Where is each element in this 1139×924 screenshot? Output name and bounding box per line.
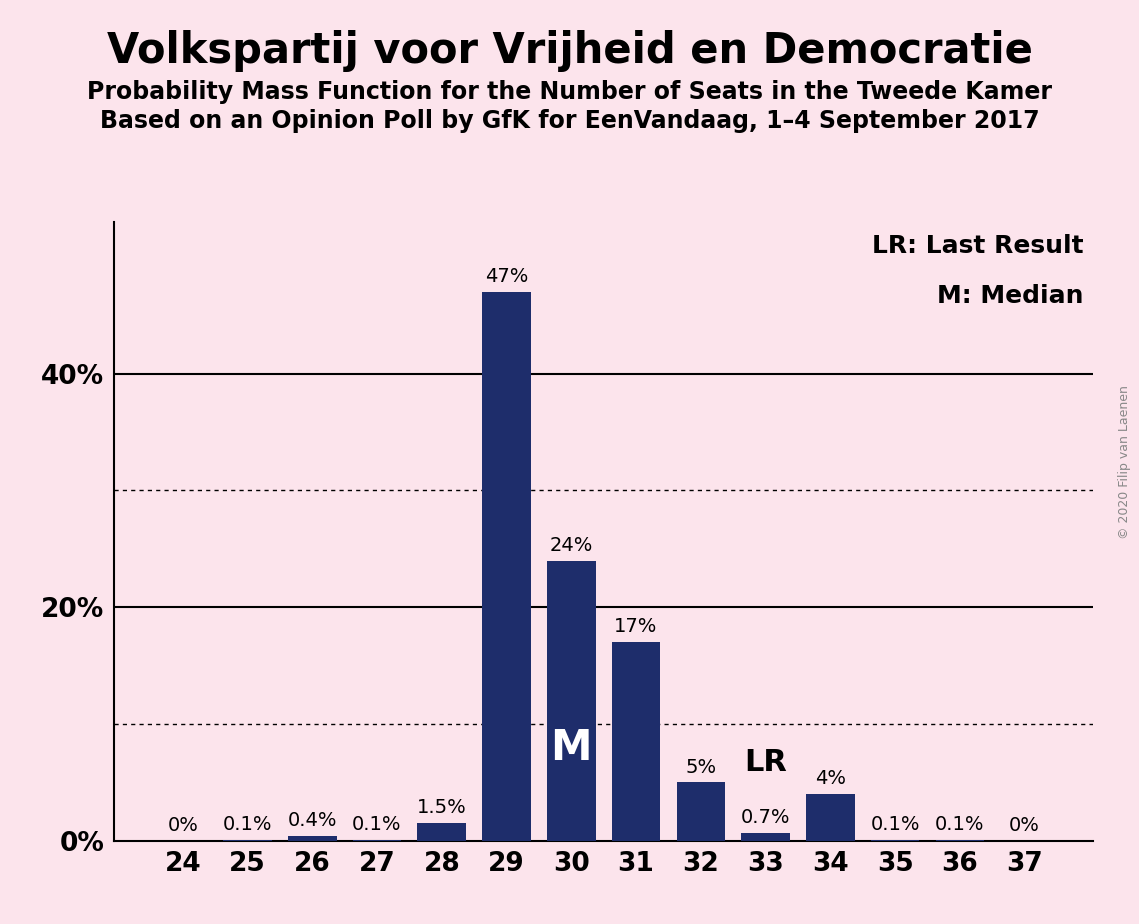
Text: M: Median: M: Median [937, 284, 1083, 308]
Text: Probability Mass Function for the Number of Seats in the Tweede Kamer: Probability Mass Function for the Number… [87, 80, 1052, 104]
Text: © 2020 Filip van Laenen: © 2020 Filip van Laenen [1118, 385, 1131, 539]
Text: 0.1%: 0.1% [223, 815, 272, 833]
Bar [741, 833, 789, 841]
Text: 0.1%: 0.1% [935, 815, 984, 833]
Bar [871, 840, 919, 841]
Text: 5%: 5% [686, 758, 716, 776]
Text: 4%: 4% [814, 770, 846, 788]
Text: 17%: 17% [614, 617, 657, 637]
Bar [353, 840, 401, 841]
Text: 0.4%: 0.4% [287, 811, 337, 831]
Bar [677, 783, 726, 841]
Text: 0%: 0% [1009, 816, 1040, 835]
Text: 0.1%: 0.1% [352, 815, 402, 833]
Text: 24%: 24% [550, 536, 593, 554]
Text: 0%: 0% [167, 816, 198, 835]
Text: M: M [550, 727, 592, 770]
Text: Volkspartij voor Vrijheid en Democratie: Volkspartij voor Vrijheid en Democratie [107, 30, 1032, 71]
Bar [418, 823, 466, 841]
Text: 47%: 47% [485, 267, 528, 286]
Text: 0.7%: 0.7% [740, 808, 790, 827]
Bar [547, 561, 596, 841]
Text: 1.5%: 1.5% [417, 798, 467, 818]
Text: LR: LR [744, 748, 787, 776]
Text: Based on an Opinion Poll by GfK for EenVandaag, 1–4 September 2017: Based on an Opinion Poll by GfK for EenV… [100, 109, 1039, 133]
Bar [806, 794, 854, 841]
Bar [223, 840, 272, 841]
Bar [482, 292, 531, 841]
Text: LR: Last Result: LR: Last Result [872, 234, 1083, 258]
Text: 0.1%: 0.1% [870, 815, 920, 833]
Bar [612, 642, 661, 841]
Bar [288, 836, 336, 841]
Bar [935, 840, 984, 841]
